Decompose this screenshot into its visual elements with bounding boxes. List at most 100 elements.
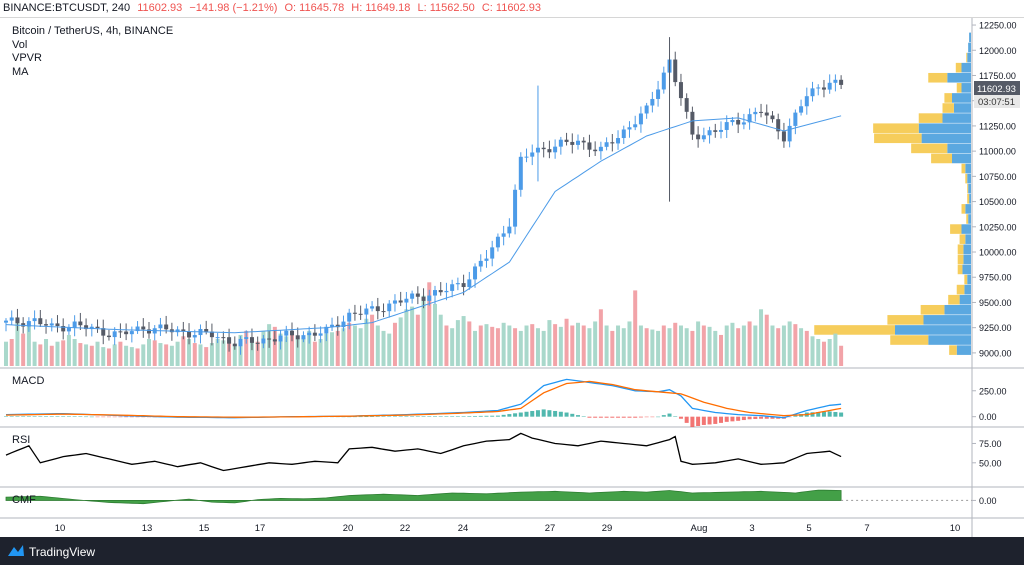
macd-hist-up: [9, 416, 14, 417]
countdown-tag: [974, 95, 1020, 108]
candle-down: [164, 324, 169, 330]
candle-down: [221, 337, 226, 339]
volume-bar-up: [524, 325, 529, 366]
volume-bar-down: [610, 330, 615, 366]
volume-bar-down: [804, 330, 809, 366]
candle-up: [72, 321, 77, 328]
volume-bar-down: [736, 328, 741, 366]
volume-bar-up: [781, 325, 786, 366]
time-tick-label: 17: [255, 523, 266, 534]
vp-bar-down: [957, 244, 964, 255]
volume-bar-up: [358, 328, 363, 366]
volume-bar-down: [49, 345, 54, 366]
vp-bar-up: [961, 83, 971, 93]
countdown-text: 03:07:51: [978, 97, 1015, 108]
macd-hist-down: [759, 416, 764, 419]
vp-bar-up: [963, 244, 971, 255]
volume-bar-down: [793, 324, 798, 366]
volume-bar-down: [244, 330, 249, 366]
macd-hist-down: [593, 416, 598, 418]
volume-bar-down: [553, 324, 558, 366]
macd-hist-down: [696, 416, 701, 426]
candle-up: [553, 146, 558, 153]
pane-tick-label: 0.00: [979, 412, 997, 422]
vp-bar-down: [874, 133, 922, 144]
macd-hist-up: [352, 416, 357, 418]
volume-bar-up: [833, 333, 838, 366]
volume-bar-up: [541, 330, 546, 366]
candle-up: [135, 326, 140, 332]
symbol-name[interactable]: BINANCE:BTCUSDT, 240: [3, 2, 131, 14]
candle-up: [484, 258, 489, 261]
volume-bar-up: [461, 316, 466, 366]
volume-bar-up: [187, 339, 192, 366]
rsi-pane: 75.00 50.00: [5, 432, 1002, 472]
vp-bar-up: [895, 325, 971, 335]
candle-up: [284, 330, 289, 336]
volume-bar-up: [112, 344, 117, 366]
volume-bar-up: [215, 339, 220, 366]
candle-down: [187, 331, 192, 338]
candle-down: [181, 329, 186, 332]
macd-hist-down: [719, 416, 723, 423]
candle-down: [547, 149, 552, 153]
volume-bar-down: [495, 328, 500, 366]
legend-ma[interactable]: MA: [12, 65, 29, 78]
candle-up: [364, 308, 369, 315]
volume-bar-up: [387, 333, 392, 366]
macd-label[interactable]: MACD: [12, 375, 45, 387]
volume-bar-up: [638, 325, 643, 366]
candle-up: [404, 298, 409, 303]
candle-up: [455, 283, 460, 285]
macd-hist-up: [26, 416, 31, 417]
volume-bar-up: [318, 339, 323, 366]
macd-hist-down: [621, 416, 626, 418]
macd-hist-down: [707, 416, 712, 425]
brand-name[interactable]: TradingView: [29, 545, 96, 559]
rsi-label[interactable]: RSI: [12, 434, 31, 446]
volume-bar-down: [690, 330, 695, 366]
legend-title[interactable]: Bitcoin / TetherUS, 4h, BINANCE: [12, 25, 174, 37]
volume-bar-up: [381, 330, 386, 366]
candle-up: [833, 79, 838, 83]
cmf-label[interactable]: CMF: [12, 494, 36, 506]
macd-hist-up: [55, 416, 60, 417]
legend-vpvr[interactable]: VPVR: [12, 52, 42, 64]
time-tick-label: 27: [545, 523, 556, 534]
time-tick-label: 13: [142, 523, 153, 534]
vp-bar-up: [959, 294, 971, 305]
macd-hist-down: [638, 416, 643, 418]
volume-bar-up: [44, 339, 49, 366]
time-tick-label: 5: [806, 523, 811, 534]
candle-up: [741, 122, 746, 125]
price-axis[interactable]: 12250.0012000.0011750.0011500.0011250.00…: [972, 21, 1017, 359]
legend-vol[interactable]: Vol: [12, 38, 28, 51]
vp-bar-up: [942, 113, 971, 123]
volume-bar-up: [221, 340, 226, 366]
time-tick-label: 7: [864, 523, 869, 534]
close-value: C: 11602.93: [481, 2, 541, 14]
volume-bar-down: [581, 325, 586, 366]
candle-down: [415, 293, 420, 297]
candle-up: [501, 233, 506, 237]
time-tick-label: 22: [400, 523, 411, 534]
volume-bar-up: [696, 321, 701, 366]
candle-down: [381, 311, 386, 313]
vp-bar-down: [950, 224, 962, 234]
volume-bar-up: [175, 341, 180, 366]
volume-bar-up: [364, 318, 369, 366]
volume-bar-up: [627, 321, 632, 366]
time-axis[interactable]: 10 13 15 17 20 22 24 27 29 Aug 3 5 7 10: [55, 523, 961, 534]
candle-down: [541, 147, 546, 150]
price-tick-label: 9750.00: [979, 273, 1012, 283]
volume-bar-down: [764, 314, 769, 366]
vp-bar-down: [955, 62, 962, 73]
volume-bar-down: [513, 328, 518, 366]
volume-bar-up: [724, 325, 729, 366]
volume-bar-down: [38, 344, 43, 366]
macd-hist-up: [816, 412, 821, 417]
price-tick-label: 10500.00: [979, 197, 1017, 207]
price-chart[interactable]: 12250.0012000.0011750.0011500.0011250.00…: [0, 0, 1024, 537]
volume-bar-up: [656, 330, 661, 366]
candle-down: [781, 131, 786, 142]
